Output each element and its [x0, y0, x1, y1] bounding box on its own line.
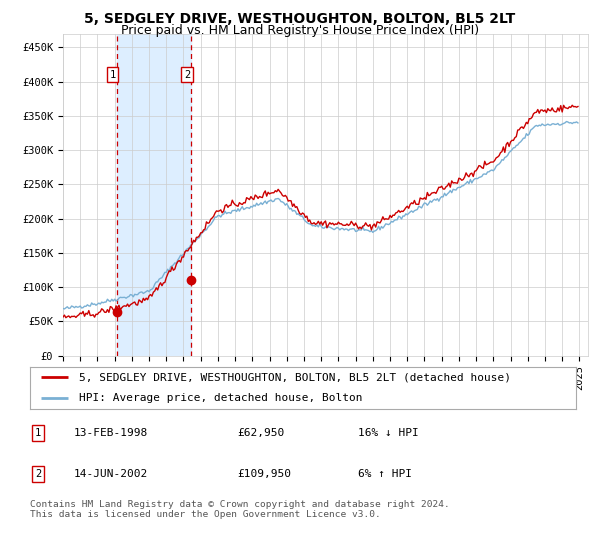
- Text: 13-FEB-1998: 13-FEB-1998: [74, 428, 148, 438]
- Text: 16% ↓ HPI: 16% ↓ HPI: [358, 428, 418, 438]
- Text: HPI: Average price, detached house, Bolton: HPI: Average price, detached house, Bolt…: [79, 393, 362, 403]
- Text: Price paid vs. HM Land Registry's House Price Index (HPI): Price paid vs. HM Land Registry's House …: [121, 24, 479, 36]
- Text: 14-JUN-2002: 14-JUN-2002: [74, 469, 148, 479]
- Text: £62,950: £62,950: [238, 428, 285, 438]
- Text: 5, SEDGLEY DRIVE, WESTHOUGHTON, BOLTON, BL5 2LT: 5, SEDGLEY DRIVE, WESTHOUGHTON, BOLTON, …: [85, 12, 515, 26]
- Text: £109,950: £109,950: [238, 469, 292, 479]
- Text: 6% ↑ HPI: 6% ↑ HPI: [358, 469, 412, 479]
- Bar: [117, 34, 191, 356]
- Text: 1: 1: [109, 69, 116, 80]
- Text: 5, SEDGLEY DRIVE, WESTHOUGHTON, BOLTON, BL5 2LT (detached house): 5, SEDGLEY DRIVE, WESTHOUGHTON, BOLTON, …: [79, 372, 511, 382]
- Text: 2: 2: [35, 469, 41, 479]
- Text: 1: 1: [35, 428, 41, 438]
- Text: 2: 2: [184, 69, 190, 80]
- Text: Contains HM Land Registry data © Crown copyright and database right 2024.
This d: Contains HM Land Registry data © Crown c…: [30, 500, 450, 519]
